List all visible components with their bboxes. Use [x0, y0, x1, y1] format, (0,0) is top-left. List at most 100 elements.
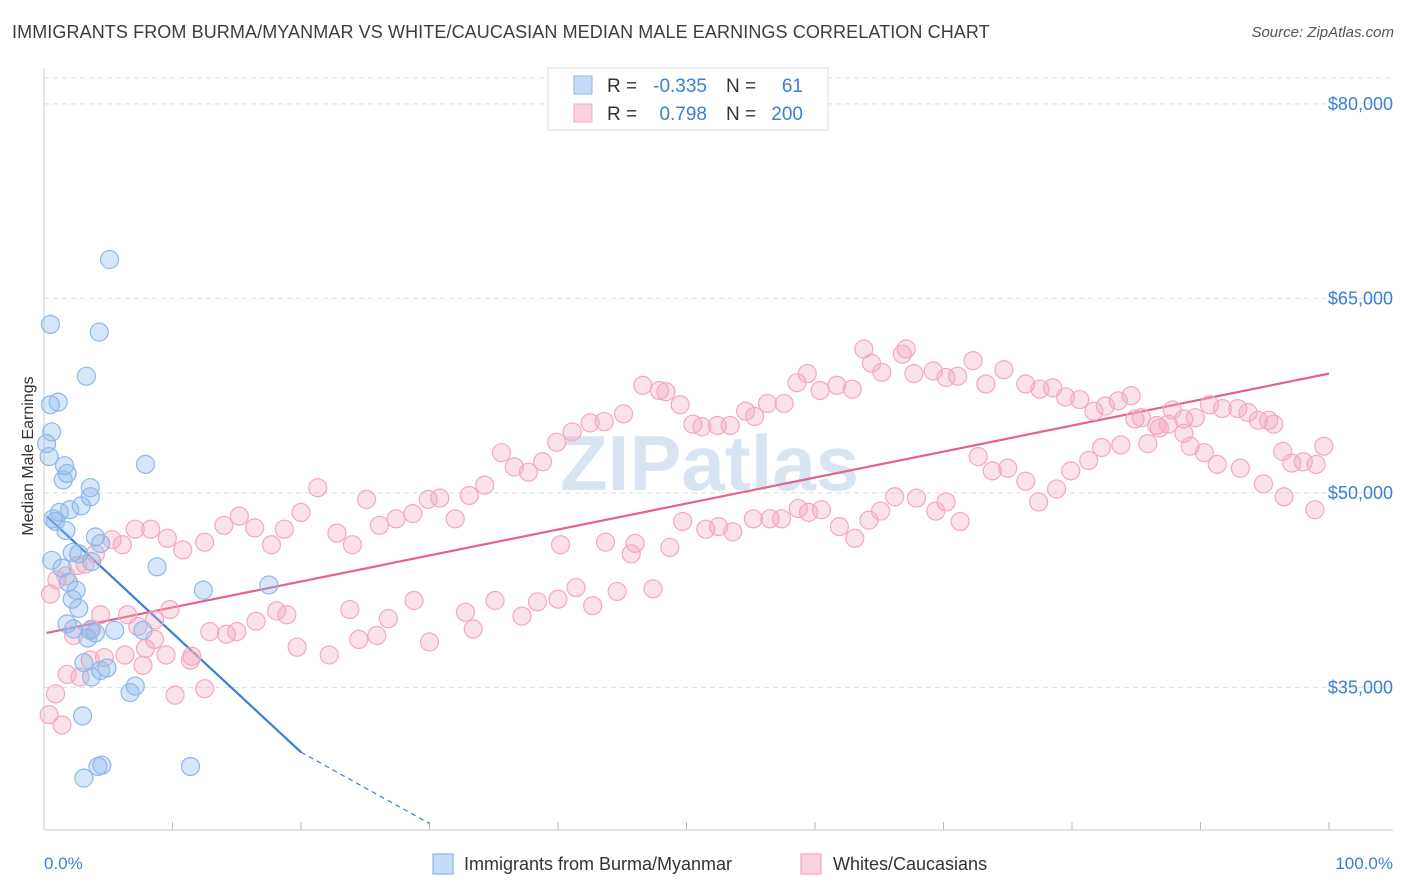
y-tick-label: $35,000 — [1328, 677, 1393, 697]
point-white — [683, 414, 703, 434]
point-white — [459, 485, 479, 506]
point-white — [621, 544, 641, 564]
legend-swatch-burma — [573, 75, 593, 95]
point-white — [757, 393, 778, 414]
point-white — [656, 382, 676, 402]
point-white — [1084, 401, 1104, 421]
point-white — [548, 589, 568, 609]
legend-r-value-white: 0.798 — [659, 104, 707, 125]
point-white — [760, 509, 780, 529]
point-white — [1131, 408, 1151, 428]
point-white — [562, 422, 582, 442]
x-tick-label-max: 100.0% — [1335, 854, 1393, 873]
legend-swatch-white — [573, 103, 593, 123]
point-white — [378, 609, 398, 629]
gridlines — [44, 77, 1393, 688]
point-burma — [99, 249, 120, 270]
point-white — [1212, 399, 1232, 419]
point-white — [475, 475, 495, 495]
chart-title: IMMIGRANTS FROM BURMA/MYANMAR VS WHITE/C… — [12, 22, 990, 42]
point-white — [125, 519, 145, 539]
point-white — [1028, 492, 1049, 512]
point-burma — [57, 614, 77, 634]
point-white — [1016, 471, 1036, 491]
point-white — [743, 509, 763, 529]
point-white — [936, 492, 956, 512]
point-burma — [69, 598, 89, 618]
point-white — [583, 596, 603, 616]
point-white — [90, 605, 111, 625]
point-white — [1046, 479, 1067, 499]
point-white — [1185, 408, 1205, 428]
point-white — [1305, 500, 1325, 520]
point-white — [904, 364, 924, 384]
point-white — [1194, 443, 1214, 463]
point-white — [923, 361, 943, 381]
point-white — [160, 599, 180, 620]
point-white — [707, 415, 727, 436]
point-white — [195, 532, 215, 552]
x-axis-ticks — [172, 822, 1330, 830]
point-white — [1274, 487, 1294, 507]
point-white — [1314, 436, 1334, 456]
point-burma — [71, 496, 91, 516]
point-white — [1091, 437, 1112, 458]
point-white — [112, 535, 132, 555]
point-white — [157, 528, 177, 548]
point-white — [673, 511, 693, 532]
point-burma — [80, 620, 100, 640]
point-burma — [74, 768, 94, 788]
point-white — [982, 461, 1002, 481]
x-tick-label-min: 0.0% — [44, 854, 83, 873]
point-burma — [259, 575, 279, 595]
point-white — [1207, 454, 1227, 474]
point-white — [200, 622, 220, 642]
point-white — [566, 577, 586, 598]
point-white — [367, 625, 387, 646]
point-white — [266, 601, 287, 621]
point-white — [512, 606, 532, 626]
point-burma — [72, 706, 93, 726]
point-white — [625, 533, 645, 554]
point-white — [227, 622, 247, 642]
point-white — [1016, 374, 1036, 394]
point-white — [277, 605, 297, 625]
point-white — [419, 632, 440, 652]
point-burma — [42, 550, 62, 570]
point-white — [811, 500, 832, 520]
point-white — [774, 393, 794, 414]
point-white — [1253, 474, 1274, 494]
point-white — [369, 515, 389, 535]
point-white — [787, 373, 807, 393]
point-white — [842, 379, 862, 399]
point-white — [246, 611, 266, 631]
point-white — [633, 375, 653, 395]
stats-legend: R = -0.335 N = 61 R = 0.798 N = 200 — [547, 67, 829, 131]
point-white — [963, 351, 983, 371]
point-white — [607, 581, 627, 602]
point-white — [1147, 415, 1167, 436]
point-white — [1108, 391, 1128, 411]
point-white — [906, 488, 927, 508]
point-white — [319, 645, 339, 665]
point-burma — [90, 660, 111, 681]
point-white — [1061, 461, 1081, 481]
point-white — [976, 374, 996, 394]
y-tick-label: $65,000 — [1328, 288, 1393, 308]
point-white — [745, 406, 765, 426]
source-credit[interactable]: Source: ZipAtlas.com — [1251, 24, 1394, 41]
point-white — [455, 602, 476, 622]
point-white — [463, 619, 483, 639]
point-white — [723, 522, 743, 542]
point-burma — [147, 557, 167, 577]
point-white — [1070, 389, 1090, 410]
point-white — [291, 502, 311, 522]
point-burma — [88, 756, 108, 777]
point-white — [274, 519, 294, 539]
y-tick-label: $50,000 — [1328, 483, 1393, 503]
legend-r-label-burma: R = — [607, 76, 637, 97]
series-legend-label-white: Whites/Caucasians — [833, 854, 987, 874]
legend-r-value-burma: -0.335 — [653, 76, 707, 97]
point-white — [485, 590, 505, 611]
